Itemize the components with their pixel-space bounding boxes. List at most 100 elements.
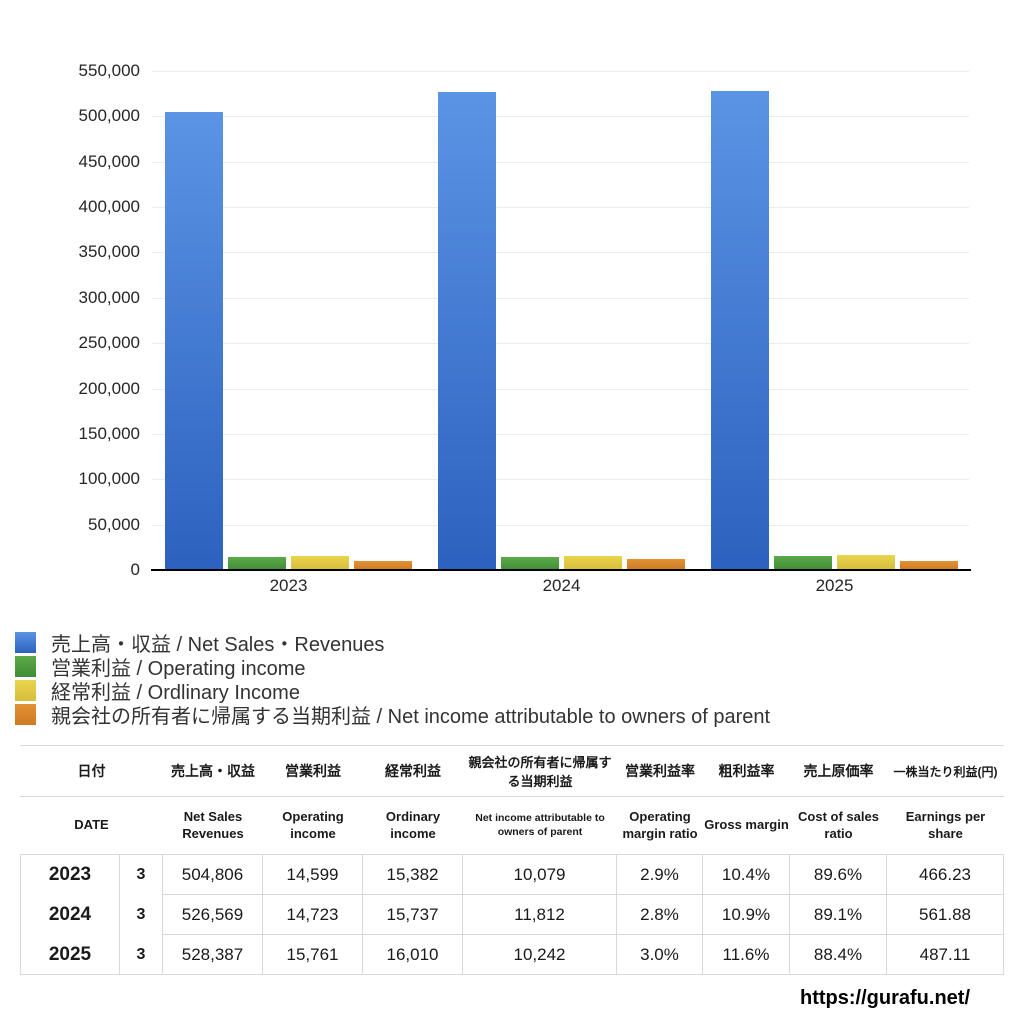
legend-swatch-icon [15,655,36,677]
gridline [152,207,969,209]
header-eps-jp: 一株当たり利益(円) [887,745,1004,797]
bar-series3-2024 [627,559,685,570]
gridline [152,433,969,435]
table-header-english: DATE Net Sales Revenues Operating income… [20,797,1004,855]
cell-value: 528,387 [163,935,263,975]
site-url-link[interactable]: https://gurafu.net/ [800,987,970,1009]
table-header-japanese: 日付 売上高・収益 営業利益 経常利益 親会社の所有者に帰属する当期利益 営業利… [20,745,1004,797]
gridline [152,524,969,526]
cell-value: 487.11 [887,935,1004,975]
header-net-income-parent-en: Net income attributable to owners of par… [463,797,617,855]
x-axis-category-label: 2023 [269,576,308,595]
header-eps-en: Earnings per share [887,797,1004,855]
table-row-2023: 2023 3 504,806 14,599 15,382 10,079 2.9% 10.4% 8… [20,855,1004,895]
gridline [152,252,969,254]
cell-value: 466.23 [887,855,1004,895]
x-axis-category-label: 2025 [815,576,854,595]
cell-value: 10,079 [463,855,617,895]
legend-item: 親会社の所有者に帰属する当期利益 / Net income attributab… [15,702,771,728]
header-gross-margin-en: Gross margin [703,797,790,855]
cell-value: 15,382 [363,855,463,895]
header-ordinary-income-en: Ordinary income [363,797,463,855]
table-row-2025: 2025 3 528,387 15,761 16,010 10,242 3.0% 11.6% 8… [20,935,1004,975]
legend-swatch-icon [15,679,36,701]
cell-value: 2.9% [617,855,703,895]
header-operating-margin-en: Operating margin ratio [617,797,703,855]
cell-value: 504,806 [163,855,263,895]
cell-value: 15,737 [363,895,463,935]
cell-value: 15,761 [263,935,363,975]
cell-year: 2023 [20,855,120,895]
y-axis-tick-label: 450,000 [78,151,140,171]
cell-value: 89.1% [790,895,887,935]
cell-value: 89.6% [790,855,887,895]
header-gross-margin-jp: 粗利益率 [703,745,790,797]
gridline [152,116,969,118]
header-net-income-parent-jp: 親会社の所有者に帰属する当期利益 [463,745,617,797]
grouped-bar-chart: 0 50,000 100,000 150,000 200,000 250,000 300,0… [78,61,971,595]
header-cost-of-sales-jp: 売上原価率 [790,745,887,797]
cell-value: 16,010 [363,935,463,975]
gridline [152,388,969,390]
gridline [152,479,969,481]
legend-label: 営業利益 / Operating income [51,657,306,680]
bar-series1-2024 [501,557,559,570]
cell-value: 11.6% [703,935,790,975]
header-ordinary-income-jp: 経常利益 [363,745,463,797]
header-cost-of-sales-en: Cost of sales ratio [790,797,887,855]
cell-month: 3 [120,895,163,935]
cell-value: 2.8% [617,895,703,935]
gridline [152,343,969,345]
cell-year: 2024 [20,895,120,935]
cell-value: 14,723 [263,895,363,935]
cell-month: 3 [120,855,163,895]
bar-series2-2023 [291,556,349,570]
table-row-2024: 2024 3 526,569 14,723 15,737 11,812 2.8% 10.9% 8… [20,895,1004,935]
y-axis-tick-label: 550,000 [78,61,140,80]
header-date-en: DATE [20,797,163,855]
x-axis-category-label: 2024 [542,576,581,595]
legend-swatch-icon [15,703,36,725]
bar-series3-2025 [900,561,958,570]
legend-label: 経常利益 / Ordlinary Income [51,681,300,704]
cell-value: 10,242 [463,935,617,975]
bar-series0-2023 [165,112,223,570]
bar-series1-2025 [774,556,832,570]
bar-series0-2024 [438,92,496,570]
bar-series3-2023 [354,561,412,570]
cell-value: 561.88 [887,895,1004,935]
bar-series1-2023 [228,557,286,570]
gridline [152,71,969,72]
bar-series0-2025 [711,91,769,570]
gridline [152,161,969,163]
y-axis-tick-label: 250,000 [78,333,140,353]
y-axis-tick-label: 400,000 [78,197,140,217]
cell-value: 10.9% [703,895,790,935]
header-operating-income-en: Operating income [263,797,363,855]
header-date-jp: 日付 [20,745,163,797]
legend-item: 売上高・収益 / Net Sales・Revenues [15,630,770,656]
y-axis-tick-label: 100,000 [78,469,140,489]
legend-label: 親会社の所有者に帰属する当期利益 / Net income attributab… [51,705,771,728]
y-axis-tick-label: 0 [130,560,140,579]
y-axis-tick-label: 500,000 [78,106,140,126]
header-operating-income-jp: 営業利益 [263,745,363,797]
bar-series2-2025 [837,555,895,570]
chart-legend: 売上高・収益 / Net Sales・Revenues 営業利益 / Operat… [15,630,771,728]
legend-item: 営業利益 / Operating income [15,654,770,680]
y-axis-tick-label: 50,000 [88,514,140,534]
y-axis-tick-label: 200,000 [78,378,140,398]
cell-value: 11,812 [463,895,617,935]
cell-value: 14,599 [263,855,363,895]
gridline [152,297,969,299]
bar-series2-2024 [564,556,622,570]
legend-item: 経常利益 / Ordlinary Income [15,678,770,704]
cell-value: 3.0% [617,935,703,975]
y-axis-tick-label: 300,000 [78,287,140,307]
cell-value: 10.4% [703,855,790,895]
y-axis-tick-label: 150,000 [78,423,140,443]
cell-year: 2025 [20,935,120,975]
legend-swatch-icon [15,631,36,653]
cell-value: 88.4% [790,935,887,975]
cell-value: 526,569 [163,895,263,935]
